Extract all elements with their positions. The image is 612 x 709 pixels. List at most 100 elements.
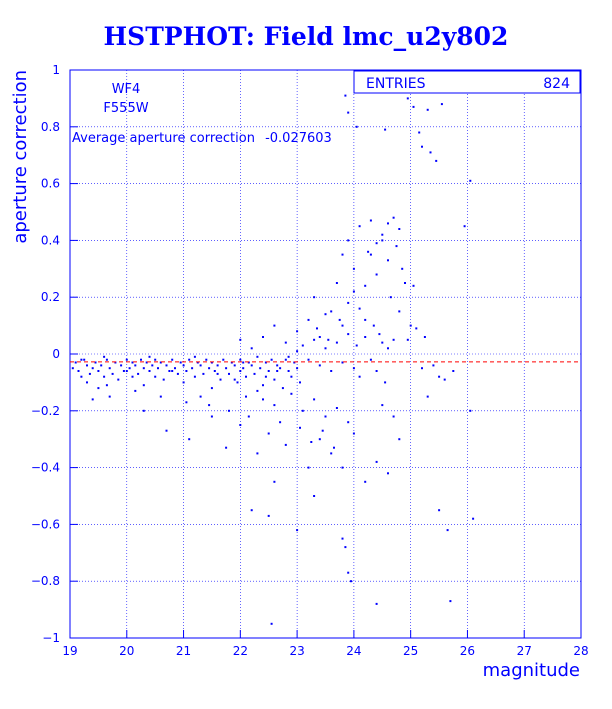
data-point (341, 537, 344, 540)
data-point (347, 571, 350, 574)
data-point (253, 372, 256, 375)
data-point (398, 228, 401, 230)
data-point (228, 372, 230, 375)
data-point (358, 375, 361, 378)
data-point (469, 179, 472, 182)
data-point (406, 97, 409, 100)
data-point (321, 429, 324, 432)
data-point (199, 364, 202, 367)
data-point (242, 367, 245, 370)
data-point (347, 301, 350, 304)
y-tick-label: −0.4 (31, 461, 60, 475)
data-point (273, 404, 276, 407)
data-point (179, 361, 182, 364)
data-point (267, 514, 270, 517)
data-point (210, 361, 213, 364)
data-point (97, 387, 100, 390)
data-point (273, 324, 276, 327)
data-point (395, 245, 398, 248)
data-point (182, 364, 185, 367)
x-tick-label: 20 (119, 644, 134, 658)
stats-entries-label: ENTRIES (366, 76, 426, 92)
data-point (358, 225, 361, 228)
data-point (233, 364, 236, 367)
data-point (279, 367, 282, 370)
data-point (426, 108, 429, 111)
data-point (350, 580, 352, 583)
data-point (313, 338, 316, 341)
data-point (103, 375, 106, 378)
data-point (327, 338, 330, 341)
data-point (105, 358, 108, 361)
data-point (140, 358, 142, 361)
data-point (347, 111, 350, 114)
data-point (114, 361, 117, 364)
data-point (287, 355, 290, 358)
data-point (148, 370, 151, 372)
data-point (239, 358, 242, 361)
data-point (216, 364, 219, 367)
data-point (358, 307, 361, 310)
data-point (364, 480, 367, 483)
data-point (387, 472, 389, 475)
y-tick-label: 0.8 (41, 120, 60, 134)
data-point (191, 367, 194, 370)
data-point (375, 370, 378, 372)
data-point (409, 324, 412, 327)
data-point (347, 421, 350, 424)
y-tick-label: −1 (42, 631, 60, 645)
data-point (105, 384, 108, 387)
data-point (270, 622, 273, 625)
data-point (369, 219, 372, 222)
data-point (259, 367, 262, 370)
data-point (443, 378, 446, 381)
data-point (205, 358, 208, 361)
data-point (250, 364, 253, 367)
data-point (270, 358, 273, 361)
data-point (176, 372, 179, 375)
data-point (281, 387, 284, 390)
data-point (250, 347, 253, 350)
data-point (310, 441, 313, 443)
average-label: Average aperture correction (72, 131, 255, 146)
data-point (313, 495, 316, 497)
data-point (426, 395, 429, 398)
data-point (384, 128, 387, 131)
data-point (154, 375, 157, 378)
y-tick-labels: −1 −0.8 −0.6 −0.4 −0.2 0 0.2 0.4 0.6 0.8 1 (31, 63, 78, 645)
x-tick-label: 27 (517, 644, 532, 658)
data-point (284, 358, 287, 361)
data-point (154, 358, 157, 361)
data-point (352, 267, 355, 270)
data-point (341, 324, 344, 327)
y-tick-label: −0.8 (31, 574, 60, 588)
data-point (262, 398, 264, 401)
data-point (236, 381, 239, 384)
data-point (171, 370, 174, 372)
data-point (404, 282, 406, 284)
data-point (406, 338, 409, 341)
data-point (239, 338, 242, 341)
x-axis-label: magnitude (483, 660, 580, 681)
data-point (387, 222, 389, 225)
data-point (446, 529, 449, 532)
data-point (267, 432, 270, 435)
filter-label: F555W (103, 101, 148, 116)
data-point (108, 395, 111, 398)
data-point (151, 364, 154, 367)
data-point (389, 296, 392, 299)
data-point (412, 105, 415, 108)
data-point (71, 367, 74, 370)
data-point (347, 239, 350, 242)
data-point (367, 250, 370, 253)
data-point (469, 409, 472, 412)
x-tick-label: 23 (289, 644, 304, 658)
data-point (387, 259, 389, 262)
data-point (168, 370, 171, 372)
data-point (335, 282, 338, 284)
x-tick-labels: 19 20 21 22 23 24 25 26 27 28 (62, 630, 589, 658)
data-point (352, 432, 355, 435)
data-point (137, 372, 140, 375)
data-point (117, 378, 120, 381)
